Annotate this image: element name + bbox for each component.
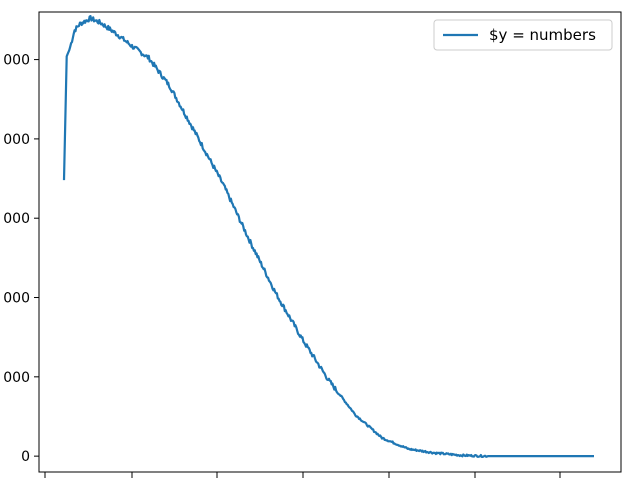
y-tick-label: 000 [3,211,30,227]
y-tick-label: 000 [3,370,30,386]
y-tick-label: 0 [21,449,30,465]
y-tick-label: 000 [3,291,30,307]
y-tick-label: 000 [3,132,30,148]
series-line [62,15,595,458]
y-tick-label: 000 [3,53,30,69]
plot-frame [38,11,622,473]
x-axis-ticks [44,472,561,478]
legend: $y = numbers [433,19,613,51]
legend-box [433,19,613,51]
legend-label: $y = numbers [489,26,596,44]
